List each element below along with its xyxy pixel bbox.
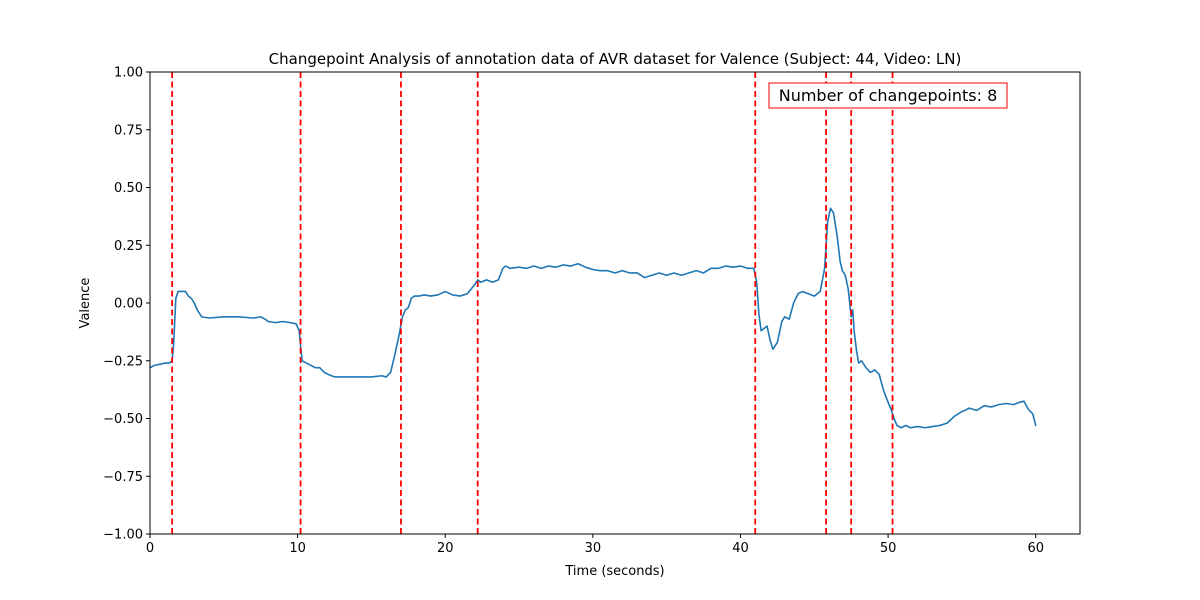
y-tick-label: −0.50 xyxy=(103,412,143,427)
changepoint-count-annotation: Number of changepoints: 8 xyxy=(779,86,998,105)
series-line-0 xyxy=(149,207,1037,429)
changepoint-count-box xyxy=(768,82,1008,109)
x-tick-label: 20 xyxy=(437,541,454,556)
y-tick-label: −0.75 xyxy=(103,470,143,485)
x-tick-label: 0 xyxy=(146,541,154,556)
x-tick-label: 50 xyxy=(880,541,897,556)
x-axis-label: Time (seconds) xyxy=(564,564,664,579)
plot-area xyxy=(149,72,1037,534)
x-tick-label: 10 xyxy=(289,541,306,556)
y-tick-label: 0.75 xyxy=(114,123,143,138)
y-tick-label: 0.25 xyxy=(114,239,143,254)
chart-title: Changepoint Analysis of annotation data … xyxy=(269,50,962,68)
x-tick-label: 30 xyxy=(585,541,602,556)
y-tick-label: 0.50 xyxy=(114,181,143,196)
y-axis-label: Valence xyxy=(78,278,93,329)
y-tick-label: −0.25 xyxy=(103,354,143,369)
y-tick-label: 0.00 xyxy=(114,297,143,312)
axes: 0 10 20 30 40 50 60 1.00 0.75 0.50 0.25 0.00 −0.25 −0… xyxy=(103,66,1081,556)
x-tick-label: 60 xyxy=(1027,541,1044,556)
annotation-group: Number of changepoints: 8 xyxy=(768,82,1008,109)
y-tick-label: 1.00 xyxy=(114,66,143,81)
x-tick-label: 40 xyxy=(732,541,749,556)
y-tick-label: −1.00 xyxy=(103,528,143,543)
